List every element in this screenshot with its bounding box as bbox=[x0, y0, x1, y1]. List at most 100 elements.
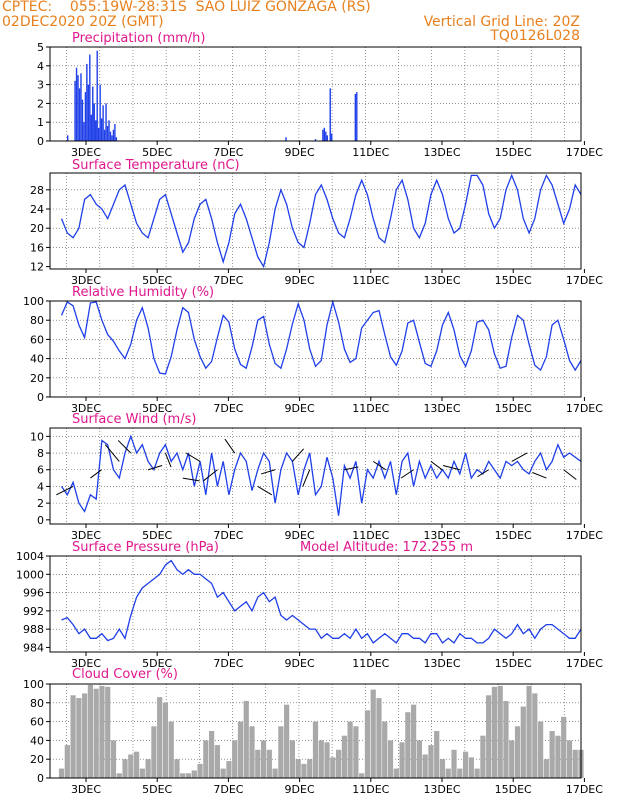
data-bar bbox=[99, 84, 101, 141]
data-bar bbox=[399, 742, 405, 778]
x-tick-label: 3DEC bbox=[71, 529, 101, 542]
x-tick-label: 9DEC bbox=[285, 402, 315, 415]
model-altitude-annotation: Model Altitude: 172.255 m bbox=[300, 540, 473, 555]
data-bar bbox=[325, 131, 327, 141]
data-bar bbox=[237, 721, 244, 778]
x-tick-label: 9DEC bbox=[285, 783, 315, 796]
header-station: CPTEC: 055:19W-28:31S SAO LUIZ GONZAGA (… bbox=[2, 0, 371, 15]
data-bar bbox=[84, 92, 87, 141]
y-tick-label: 16 bbox=[30, 241, 44, 254]
x-tick-label: 11DEC bbox=[352, 274, 389, 287]
data-bar bbox=[347, 721, 353, 778]
data-bar bbox=[105, 103, 107, 141]
data-bar bbox=[354, 94, 357, 141]
panel-frame bbox=[49, 683, 582, 779]
panel-wind: Surface Wind (m/s) 0 2 4 6 8 10 3DEC 5DEC 7DEC 9D… bbox=[30, 412, 603, 542]
header-model-id: TQ0126L028 bbox=[490, 28, 580, 44]
x-tick-label: 11DEC bbox=[352, 529, 389, 542]
y-tick-label: 2 bbox=[37, 497, 44, 510]
data-bar bbox=[514, 726, 521, 778]
data-bar bbox=[203, 740, 209, 778]
data-bar bbox=[572, 749, 578, 778]
y-tick-label: 28 bbox=[30, 184, 44, 197]
x-tick-label: 3DEC bbox=[71, 146, 101, 159]
x-tick-label: 15DEC bbox=[495, 274, 532, 287]
data-bar bbox=[543, 759, 549, 778]
y-tick-label: 6 bbox=[37, 464, 44, 477]
data-bar bbox=[422, 754, 428, 778]
data-bar bbox=[480, 735, 486, 778]
data-bar bbox=[416, 740, 422, 778]
x-tick-label: 13DEC bbox=[423, 783, 460, 796]
y-tick-label: 5 bbox=[37, 41, 44, 54]
data-bar bbox=[322, 129, 324, 141]
x-tick-label: 15DEC bbox=[495, 657, 532, 670]
data-bar bbox=[462, 751, 469, 778]
data-bar bbox=[503, 700, 509, 778]
x-tick-label: 7DEC bbox=[213, 783, 243, 796]
y-tick-label: 0 bbox=[37, 135, 44, 148]
data-bar bbox=[457, 768, 463, 778]
data-bar bbox=[411, 704, 417, 778]
data-bar bbox=[537, 721, 544, 778]
panel-frame bbox=[49, 555, 582, 653]
x-tick-label: 5DEC bbox=[142, 657, 172, 670]
data-bar bbox=[468, 757, 474, 778]
x-tick-label: 5DEC bbox=[142, 402, 172, 415]
panel-frame bbox=[49, 172, 582, 270]
x-tick-label: 17DEC bbox=[566, 783, 603, 796]
x-tick-label: 9DEC bbox=[285, 657, 315, 670]
wind-arrow bbox=[563, 469, 577, 480]
y-tick-label: 80 bbox=[30, 314, 44, 327]
x-tick-label: 17DEC bbox=[566, 146, 603, 159]
data-bar bbox=[90, 114, 92, 141]
x-tick-label: 3DEC bbox=[71, 274, 101, 287]
y-tick-label: 100 bbox=[23, 295, 44, 308]
data-bar bbox=[97, 127, 100, 141]
data-bar bbox=[115, 137, 118, 141]
data-bar bbox=[393, 768, 399, 778]
data-bar bbox=[255, 749, 261, 778]
panel-precipitation: Precipitation (mm/h) 0 1 2 3 4 5 3DEC 5DEC 7DEC 9… bbox=[37, 31, 603, 159]
panel-frame bbox=[49, 46, 582, 142]
data-bar bbox=[439, 759, 446, 778]
x-tick-label: 7DEC bbox=[213, 146, 243, 159]
x-tick-label: 9DEC bbox=[285, 146, 315, 159]
x-tick-label: 9DEC bbox=[285, 529, 315, 542]
data-bar bbox=[278, 726, 284, 778]
data-bar bbox=[356, 92, 358, 141]
x-tick-label: 7DEC bbox=[213, 657, 243, 670]
data-bar bbox=[549, 731, 555, 778]
data-bar bbox=[139, 768, 145, 778]
x-tick-label: 3DEC bbox=[71, 657, 101, 670]
y-tick-label: 80 bbox=[30, 697, 44, 710]
data-bar bbox=[335, 749, 342, 778]
header-grid-line-note: Vertical Grid Line: 20Z bbox=[423, 14, 580, 30]
series-line bbox=[61, 559, 582, 644]
data-bar bbox=[109, 131, 112, 141]
data-bar bbox=[532, 693, 538, 778]
data-bar bbox=[58, 768, 65, 778]
x-tick-label: 11DEC bbox=[352, 402, 389, 415]
data-bar bbox=[209, 731, 215, 778]
panel-temperature: Surface Temperature (nC) 12 16 20 24 28 3DEC 5… bbox=[30, 158, 603, 287]
x-tick-label: 9DEC bbox=[285, 274, 315, 287]
data-bar bbox=[285, 137, 287, 141]
data-bar bbox=[87, 84, 90, 141]
y-tick-label: 992 bbox=[23, 605, 44, 618]
x-tick-label: 13DEC bbox=[423, 657, 460, 670]
data-bar bbox=[260, 740, 267, 778]
y-tick-label: 24 bbox=[30, 203, 44, 216]
y-tick-label: 1004 bbox=[16, 550, 44, 563]
data-bar bbox=[80, 73, 82, 141]
panel-title-precipitation: Precipitation (mm/h) bbox=[72, 31, 205, 46]
data-bar bbox=[114, 124, 116, 141]
data-bar bbox=[323, 127, 326, 141]
wind-arrow bbox=[292, 448, 304, 462]
x-tick-label: 13DEC bbox=[423, 146, 460, 159]
data-bar bbox=[108, 120, 110, 141]
data-bar bbox=[307, 759, 313, 778]
data-bar bbox=[561, 716, 567, 778]
data-bar bbox=[87, 684, 94, 778]
x-tick-label: 17DEC bbox=[566, 657, 603, 670]
